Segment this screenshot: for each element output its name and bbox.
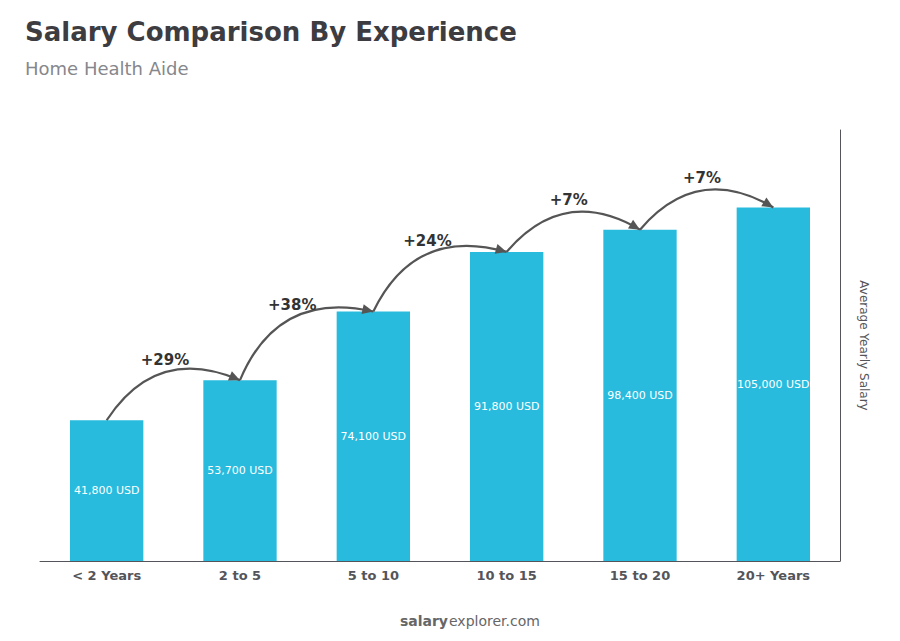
svg-text:15 to 20: 15 to 20 (610, 568, 670, 583)
svg-text:5 to 10: 5 to 10 (348, 568, 399, 583)
svg-text:41,800 USD: 41,800 USD (74, 484, 140, 497)
svg-text:explorer.com: explorer.com (449, 613, 540, 629)
svg-text:2 to 5: 2 to 5 (219, 568, 261, 583)
svg-text:< 2 Years: < 2 Years (72, 568, 141, 583)
svg-text:+7%: +7% (550, 191, 588, 209)
svg-text:+7%: +7% (683, 169, 721, 187)
svg-text:105,000 USD: 105,000 USD (737, 378, 810, 391)
svg-text:Salary Comparison By Experienc: Salary Comparison By Experience (25, 17, 517, 47)
svg-text:74,100 USD: 74,100 USD (341, 430, 407, 443)
svg-text:+29%: +29% (141, 351, 189, 369)
svg-text:10 to 15: 10 to 15 (476, 568, 536, 583)
svg-text:91,800 USD: 91,800 USD (474, 400, 540, 413)
svg-text:salary: salary (400, 613, 448, 629)
svg-text:+38%: +38% (268, 296, 316, 314)
svg-text:98,400 USD: 98,400 USD (607, 389, 673, 402)
svg-text:53,700 USD: 53,700 USD (207, 464, 273, 477)
svg-text:20+ Years: 20+ Years (737, 568, 811, 583)
svg-text:Average Yearly Salary: Average Yearly Salary (857, 280, 871, 410)
svg-text:Home Health Aide: Home Health Aide (25, 58, 189, 79)
svg-text:+24%: +24% (403, 232, 451, 250)
